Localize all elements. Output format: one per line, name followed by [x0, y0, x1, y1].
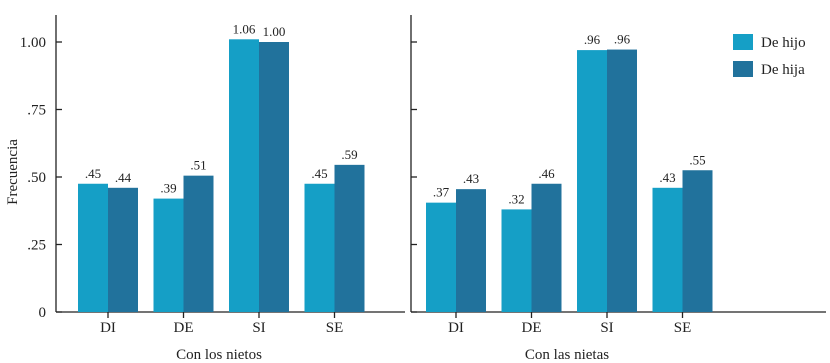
- group-label: Con las nietas: [525, 347, 609, 363]
- x-tick-label: SI: [252, 320, 265, 336]
- data-label: .96: [584, 32, 601, 47]
- legend: De hijo De hija: [733, 34, 806, 78]
- bar-de-hija-si: [607, 49, 637, 313]
- bar-de-hijo-di: [78, 183, 108, 312]
- data-label: .37: [433, 185, 450, 200]
- legend-swatch: [733, 34, 753, 50]
- data-label: .45: [85, 166, 101, 181]
- bar-de-hijo-di: [426, 202, 456, 312]
- y-axis-title: Frecuencia: [5, 139, 21, 205]
- legend-label: De hija: [761, 62, 805, 78]
- y-tick-label: .50: [27, 170, 46, 186]
- data-label: 1.00: [263, 24, 286, 39]
- x-tick-label: DI: [448, 320, 464, 336]
- x-tick-label: SI: [600, 320, 613, 336]
- y-tick-label: 1.00: [20, 35, 46, 51]
- bar-de-hijo-se: [652, 187, 683, 312]
- bar-de-hijo-de: [501, 209, 532, 312]
- data-label: .43: [659, 170, 675, 185]
- data-label: .51: [190, 158, 206, 173]
- x-tick-label: DE: [522, 320, 542, 336]
- y-tick-label: 0: [39, 305, 47, 321]
- legend-label: De hijo: [761, 35, 806, 51]
- bar-de-hijo-si: [229, 39, 259, 313]
- data-label: .59: [341, 147, 357, 162]
- bar-de-hija-di: [108, 187, 138, 312]
- data-label: 1.06: [233, 21, 256, 36]
- bar-de-hija-di: [456, 189, 486, 312]
- panel-con-los-nietos: 0 .25 .50 .75 1.00 .45 .44 DI .39 .51 DE 1.06 1.00 SI…: [20, 15, 405, 363]
- x-tick-label: DE: [174, 320, 194, 336]
- bar-de-hijo-se: [304, 183, 335, 312]
- data-label: .96: [614, 32, 631, 47]
- bar-de-hijo-de: [153, 198, 184, 312]
- panel-con-las-nietas: .37 .43 DI .32 .46 DE .96 .96 SI .43 .55 SE Con las …: [410, 15, 826, 363]
- group-label: Con los nietos: [176, 347, 262, 363]
- x-tick-label: SE: [674, 320, 692, 336]
- data-label: .39: [160, 181, 176, 196]
- data-label: .43: [463, 171, 479, 186]
- bar-de-hija-de: [183, 175, 214, 312]
- data-label: .32: [508, 191, 524, 206]
- data-label: .46: [538, 166, 555, 181]
- bar-de-hija-de: [531, 183, 562, 312]
- y-tick-label: .25: [27, 238, 46, 254]
- bar-de-hija-si: [259, 42, 289, 312]
- bar-de-hijo-si: [577, 50, 607, 312]
- data-label: .55: [689, 152, 705, 167]
- legend-swatch: [733, 61, 753, 77]
- x-tick-label: DI: [100, 320, 116, 336]
- y-tick-label: .75: [27, 103, 46, 119]
- bar-de-hija-se: [334, 164, 365, 312]
- data-label: .45: [311, 166, 327, 181]
- x-tick-label: SE: [326, 320, 344, 336]
- bar-de-hija-se: [682, 170, 713, 312]
- data-label: .44: [115, 170, 132, 185]
